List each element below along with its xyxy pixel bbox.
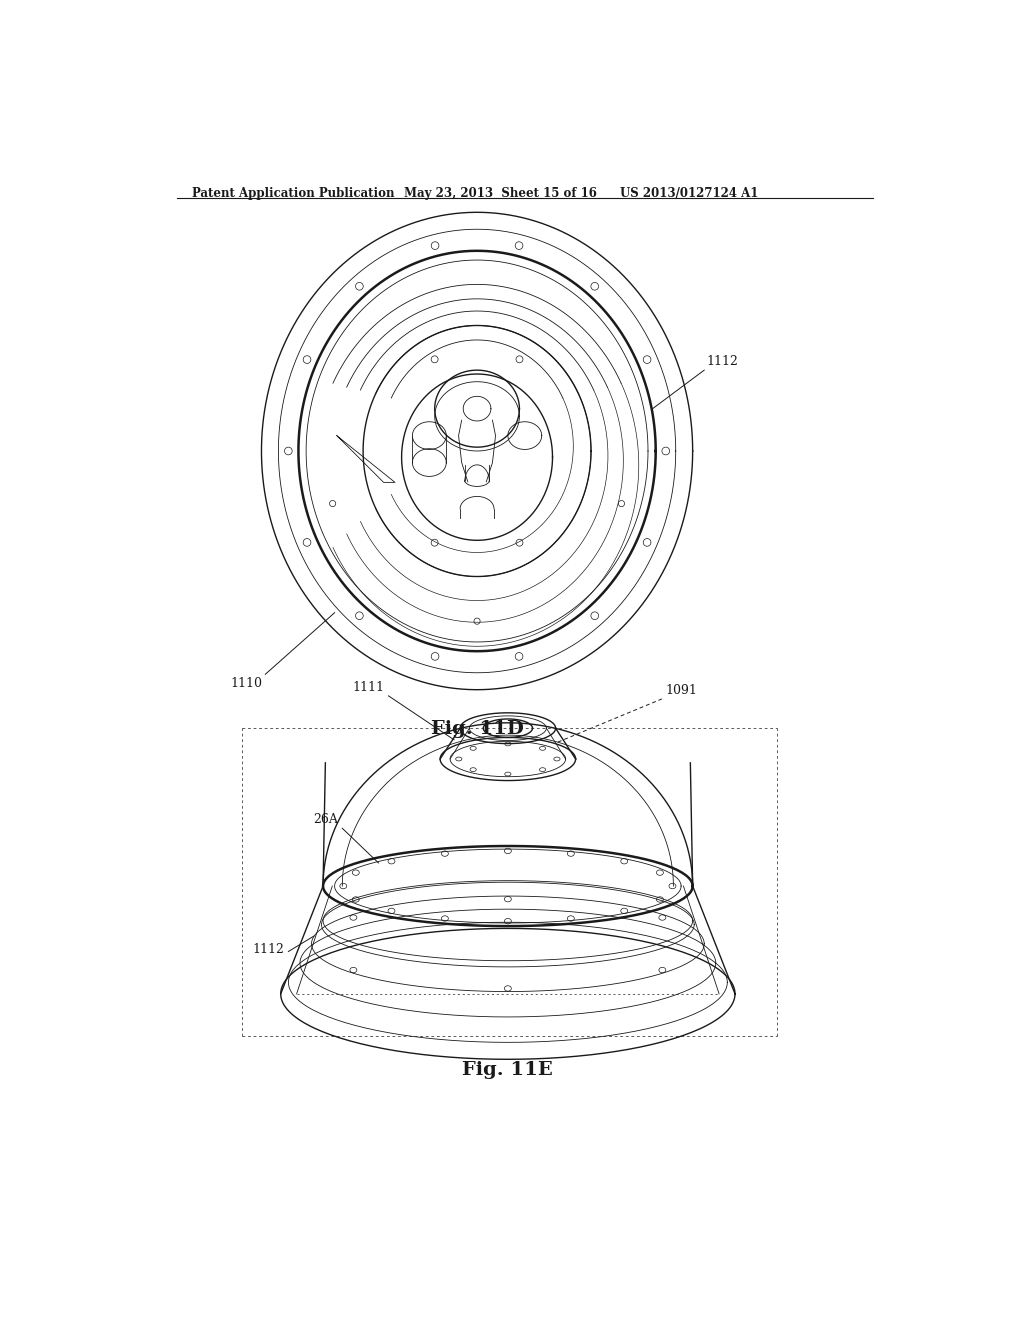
Text: May 23, 2013  Sheet 15 of 16: May 23, 2013 Sheet 15 of 16 bbox=[403, 187, 597, 199]
Text: Patent Application Publication: Patent Application Publication bbox=[193, 187, 394, 199]
Text: Fig. 11E: Fig. 11E bbox=[463, 1061, 553, 1078]
Text: 1111: 1111 bbox=[352, 681, 385, 693]
Text: 1112: 1112 bbox=[253, 944, 285, 957]
Text: 1110: 1110 bbox=[230, 677, 262, 690]
Text: 26A: 26A bbox=[313, 813, 339, 826]
Text: Fig. 11D: Fig. 11D bbox=[431, 721, 523, 738]
Text: 1112: 1112 bbox=[707, 355, 738, 368]
Text: 1091: 1091 bbox=[666, 684, 697, 697]
Text: US 2013/0127124 A1: US 2013/0127124 A1 bbox=[620, 187, 758, 199]
